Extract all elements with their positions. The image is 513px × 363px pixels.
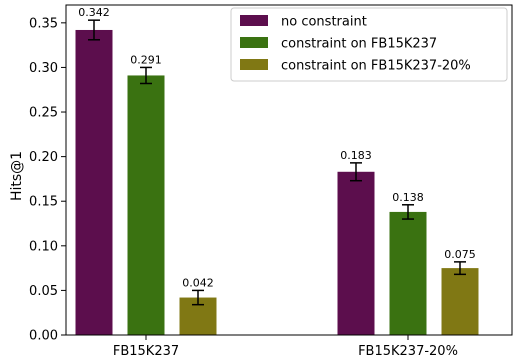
x-tick-label: FB15K237-20% bbox=[358, 344, 458, 359]
legend-label: constraint on FB15K237-20% bbox=[281, 59, 471, 74]
data-label: 0.342 bbox=[78, 6, 110, 19]
data-label: 0.138 bbox=[392, 191, 424, 204]
plot-frame bbox=[65, 4, 513, 336]
legend-box bbox=[230, 7, 508, 82]
y-tick-label: 0.05 bbox=[29, 284, 58, 299]
x-axis: FB15K237 FB15K237-20% bbox=[65, 4, 513, 359]
data-label: 0.291 bbox=[130, 53, 162, 66]
y-tick-label: 0.00 bbox=[29, 329, 58, 344]
bar bbox=[127, 75, 165, 335]
y-tick-label: 0.15 bbox=[29, 195, 58, 210]
bars: 0.342 0.291 0.042 0.183 0.138 0.075 bbox=[75, 6, 479, 336]
legend-label: constraint on FB15K237 bbox=[281, 37, 437, 52]
bar bbox=[441, 268, 479, 335]
y-tick-label: 0.20 bbox=[29, 150, 58, 165]
y-axis-label: Hits@1 bbox=[9, 151, 25, 201]
x-tick-label: FB15K237 bbox=[113, 344, 179, 359]
bar bbox=[389, 211, 427, 335]
data-label: 0.075 bbox=[444, 248, 476, 261]
bar bbox=[75, 29, 113, 336]
legend: no constraint constraint on FB15K237 const… bbox=[230, 7, 508, 82]
y-tick-label: 0.10 bbox=[29, 239, 58, 254]
data-label: 0.042 bbox=[182, 276, 214, 289]
data-label: 0.183 bbox=[340, 149, 372, 162]
y-tick-label: 0.30 bbox=[29, 61, 58, 76]
bar bbox=[337, 171, 375, 335]
y-axis: 0.00 0.05 0.10 0.15 0.20 0.25 0.30 0.35 bbox=[29, 16, 66, 344]
legend-label: no constraint bbox=[281, 15, 367, 30]
legend-swatch bbox=[240, 37, 268, 48]
legend-swatch bbox=[240, 59, 268, 70]
legend-swatch bbox=[240, 15, 268, 26]
y-tick-label: 0.35 bbox=[29, 16, 58, 31]
y-tick-label: 0.25 bbox=[29, 106, 58, 121]
